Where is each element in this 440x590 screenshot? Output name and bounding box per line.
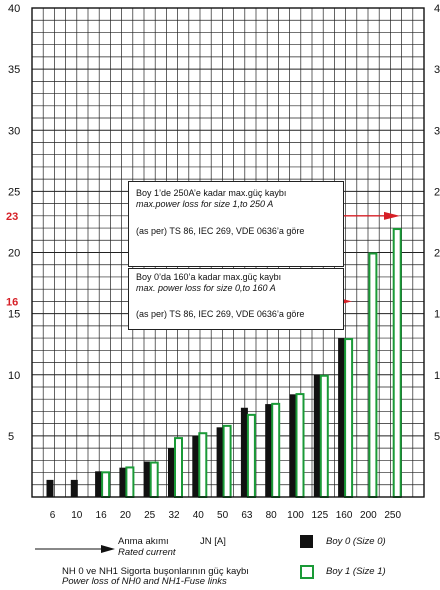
- x-tick-label: 25: [144, 510, 156, 521]
- bar-size0-10: [70, 479, 78, 497]
- bar-size1-50: [222, 424, 232, 498]
- x-tick-label: 250: [384, 510, 401, 521]
- bar-size0-80: [265, 404, 273, 497]
- bar-size1-20: [125, 466, 135, 498]
- bar-size1-40: [198, 432, 208, 498]
- xlabel-unit: JN [A]: [200, 536, 226, 547]
- annotation-box-size1: Boy 1’de 250A’e kadar max.güç kaybı max.…: [128, 181, 344, 267]
- x-tick-label: 50: [217, 510, 229, 521]
- legend-label-size1: Boy 1 (Size 1): [326, 566, 386, 577]
- chart-ticks: 6 10 16 20 25 32 40 50 63 80 100 125 160 200 250 5 5 10 10…: [6, 3, 440, 521]
- x-tick-label: 10: [71, 510, 83, 521]
- bar-size1-250: [392, 228, 402, 499]
- x-tick-label: 40: [193, 510, 205, 521]
- y-tick-label-right: 40: [434, 3, 440, 15]
- x-tick-label: 160: [336, 510, 353, 521]
- annotation-size1-standard: (as per) TS 86, IEC 269, VDE 0636’a göre: [136, 226, 305, 236]
- y-tick-label-right: 5: [434, 431, 440, 443]
- chart-axes: [31, 7, 425, 498]
- y-tick-label-right: 20: [434, 248, 440, 260]
- bar-size0-160: [338, 338, 346, 497]
- chart-bars: [46, 228, 402, 499]
- x-tick-label: 16: [96, 510, 108, 521]
- bar-size0-16: [95, 471, 103, 497]
- y-tick-label-left: 20: [8, 248, 20, 260]
- y-tick-label-right: 10: [434, 370, 440, 382]
- marker-label: 16: [6, 296, 18, 308]
- xlabel-english: Rated current: [118, 547, 176, 558]
- bar-size0-63: [240, 407, 248, 497]
- x-tick-label: 125: [311, 510, 328, 521]
- bar-size1-125: [319, 374, 329, 498]
- y-tick-label-right: 25: [434, 186, 440, 198]
- caption-english: Power loss of NH0 and NH1-Fuse links: [62, 576, 227, 587]
- bar-size1-16: [101, 471, 111, 499]
- y-tick-label-left: 25: [8, 186, 20, 198]
- annotation-size1-subtitle: max.power loss for size 1,to 250 A: [136, 199, 274, 209]
- xlabel-turkish: Anma akımı: [118, 536, 169, 547]
- y-tick-label-left: 40: [8, 3, 20, 15]
- legend-swatch-size1: [300, 565, 314, 579]
- x-tick-label: 32: [168, 510, 180, 521]
- bar-size1-160: [344, 338, 354, 499]
- annotation-size0-title: Boy 0’da 160’a kadar max.güç kaybı: [136, 272, 282, 282]
- annotation-size0-subtitle: max. power loss for size 0,to 160 A: [136, 283, 276, 293]
- plot-frame: [31, 7, 425, 498]
- annotation-box-size0: Boy 0’da 160’a kadar max.güç kaybı max. …: [128, 268, 344, 330]
- bar-size0-25: [143, 461, 151, 497]
- bar-size1-63: [246, 413, 256, 498]
- bar-size1-100: [295, 393, 305, 498]
- x-tick-label: 100: [287, 510, 304, 521]
- marker-arrow-head: [384, 211, 400, 220]
- bar-size0-100: [289, 394, 297, 497]
- y-tick-label-right: 30: [434, 125, 440, 137]
- y-tick-label-left: 5: [8, 431, 14, 443]
- x-tick-label: 80: [266, 510, 278, 521]
- y-tick-label-left: 30: [8, 125, 20, 137]
- y-tick-label-left: 10: [8, 370, 20, 382]
- bar-size0-125: [313, 374, 321, 497]
- bar-size1-25: [149, 461, 159, 498]
- bar-size0-6: [46, 479, 54, 497]
- bar-size0-40: [192, 435, 200, 497]
- annotation-size1-title: Boy 1’de 250A’e kadar max.güç kaybı: [136, 188, 287, 198]
- bar-size0-32: [168, 448, 175, 497]
- bar-size1-32: [174, 437, 183, 499]
- x-tick-label: 6: [50, 510, 56, 521]
- legend-swatch-size0: [300, 535, 313, 548]
- x-tick-label: 63: [241, 510, 253, 521]
- rated-current-arrow: [35, 541, 115, 553]
- y-tick-label-left: 15: [8, 309, 20, 321]
- marker-label: 23: [6, 211, 18, 223]
- y-tick-label-right: 35: [434, 64, 440, 76]
- caption-turkish: NH 0 ve NH1 Sigorta buşonlarının güç kay…: [62, 566, 249, 577]
- annotation-size0-standard: (as per) TS 86, IEC 269, VDE 0636’a göre: [136, 309, 305, 319]
- x-tick-label: 200: [360, 510, 377, 521]
- bar-size0-20: [119, 467, 127, 497]
- bar-size1-200: [368, 252, 378, 498]
- y-tick-label-right: 15: [434, 309, 440, 321]
- bar-size1-80: [271, 402, 281, 498]
- bar-size0-50: [216, 427, 224, 497]
- legend-label-size0: Boy 0 (Size 0): [326, 536, 386, 547]
- y-tick-label-left: 35: [8, 64, 20, 76]
- x-tick-label: 20: [120, 510, 132, 521]
